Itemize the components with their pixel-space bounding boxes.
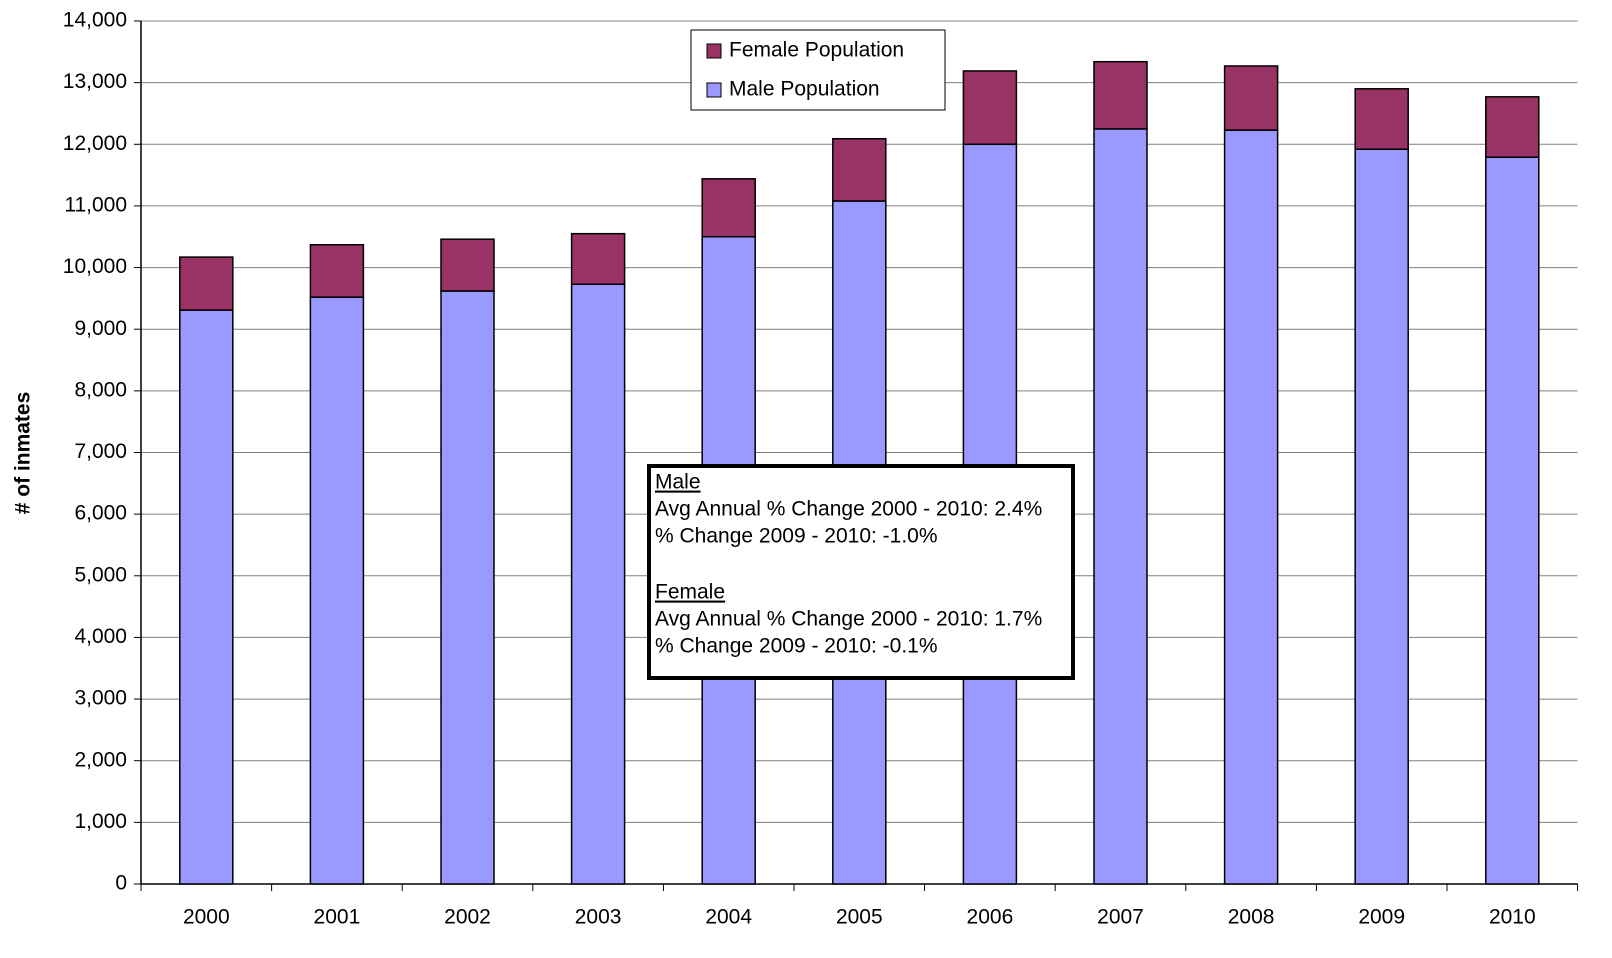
y-axis-label: # of inmates xyxy=(12,392,35,515)
legend-label: Female Population xyxy=(729,39,904,62)
bar-segment xyxy=(1354,148,1409,885)
y-tick-label: 4,000 xyxy=(74,625,127,648)
bar-segment xyxy=(179,309,234,885)
x-tick-label: 2001 xyxy=(314,906,361,929)
annotation: Male Avg Annual % Change 2000 - 2010: 2.4… xyxy=(647,464,1075,680)
bar-segment xyxy=(1223,65,1279,131)
y-tick-label: 5,000 xyxy=(74,563,127,586)
bar-segment xyxy=(1485,156,1540,885)
bar-segment xyxy=(1223,129,1279,885)
x-tick-label: 2008 xyxy=(1228,906,1275,929)
x-tick-label: 2000 xyxy=(183,906,230,929)
y-tick-label: 1,000 xyxy=(74,810,127,833)
x-tick-label: 2006 xyxy=(967,906,1014,929)
legend-label: Male Population xyxy=(729,78,880,101)
y-tick-label: 10,000 xyxy=(63,255,127,278)
bar-segment xyxy=(1093,60,1148,130)
bar-segment xyxy=(179,256,234,311)
annotation-line: Avg Annual % Change 2000 - 2010: 2.4% xyxy=(655,498,1042,521)
bar-segment xyxy=(1354,88,1409,150)
legend-swatch xyxy=(706,43,722,59)
bar-segment xyxy=(570,283,626,885)
bar-segment xyxy=(701,178,756,238)
bar-segment xyxy=(1485,96,1540,158)
y-tick-label: 11,000 xyxy=(64,193,127,216)
legend-swatch xyxy=(706,82,722,98)
x-tick-label: 2009 xyxy=(1358,906,1405,929)
annotation-box xyxy=(647,464,1075,680)
bar-segment xyxy=(309,296,365,885)
y-tick-label: 3,000 xyxy=(74,687,127,710)
y-tick-label: 7,000 xyxy=(74,440,127,463)
y-tick-label: 2,000 xyxy=(74,748,127,771)
bar-segment xyxy=(440,238,495,292)
bar-segment xyxy=(309,244,365,298)
annotation-heading: Male xyxy=(655,471,701,494)
y-tick-label: 0 xyxy=(115,872,127,895)
annotation-line: % Change 2009 - 2010: -1.0% xyxy=(655,525,938,548)
y-tick-label: 9,000 xyxy=(74,317,127,340)
x-tick-label: 2004 xyxy=(705,906,752,929)
annotation-heading: Female xyxy=(655,581,725,604)
annotation-line: % Change 2009 - 2010: -0.1% xyxy=(655,635,938,658)
annotation-line: Avg Annual % Change 2000 - 2010: 1.7% xyxy=(655,608,1042,631)
y-tick-label: 8,000 xyxy=(74,378,127,401)
x-tick-label: 2007 xyxy=(1097,906,1144,929)
legend: Female Population Male Population xyxy=(690,29,946,111)
y-tick-label: 6,000 xyxy=(74,502,127,525)
bar-segment xyxy=(832,137,887,202)
bar-segment xyxy=(962,70,1018,146)
bar-segment xyxy=(440,290,495,885)
x-tick-label: 2002 xyxy=(444,906,491,929)
x-tick-label: 2005 xyxy=(836,906,883,929)
x-tick-label: 2003 xyxy=(575,906,622,929)
bar-segment xyxy=(1093,128,1148,885)
legend-box xyxy=(690,29,946,111)
bar-segment xyxy=(570,232,626,285)
y-tick-label: 14,000 xyxy=(63,9,127,32)
y-tick-label: 13,000 xyxy=(63,70,127,93)
y-tick-label: 12,000 xyxy=(63,132,127,155)
x-tick-label: 2010 xyxy=(1489,906,1536,929)
